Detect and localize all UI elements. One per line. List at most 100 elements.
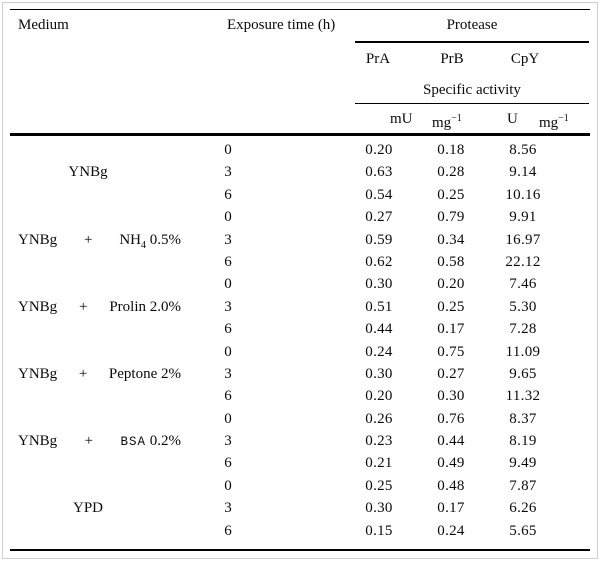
pra-activity-value: 0.30 [365, 365, 393, 382]
medium-label: YNBg [68, 164, 108, 181]
exposure-time-value: 6 [224, 522, 232, 539]
medium-additive-segment: Prolin 2.0% [109, 298, 181, 315]
prb-activity-value: 0.58 [437, 253, 465, 270]
table-top-rule [10, 9, 590, 11]
table-body: 0 0.20 0.18 8.56 YNBg 3 0.63 0.28 9.14 6… [0, 139, 600, 542]
medium-plus-sign: + [84, 231, 93, 248]
column-header-exposure-time: Exposure time (h) [227, 17, 336, 33]
medium-plus-sign: + [78, 365, 88, 382]
table-row: YNBg + Peptone 2% 3 0.30 0.27 9.65 [0, 363, 600, 385]
table-row: 0 0.26 0.76 8.37 [0, 408, 600, 430]
prb-activity-value: 0.17 [437, 321, 465, 338]
cpy-activity-value: 9.49 [509, 455, 537, 472]
pra-activity-value: 0.30 [365, 276, 393, 293]
table-row: YNBg + Prolin 2.0% 3 0.51 0.25 5.30 [0, 296, 600, 318]
table-row: 6 0.54 0.25 10.16 [0, 184, 600, 206]
cpy-activity-value: 8.37 [509, 410, 537, 427]
prb-activity-value: 0.18 [437, 142, 465, 158]
table-row: YNBg + BSA 0.2% 3 0.23 0.44 8.19 [0, 430, 600, 452]
prb-activity-value: 0.27 [437, 365, 465, 382]
exposure-time-value: 0 [224, 343, 232, 360]
medium-plus-sign: + [84, 433, 94, 450]
table-row: 6 0.44 0.17 7.28 [0, 318, 600, 340]
medium-additive-segment: 0.5% [146, 231, 181, 248]
medium-cell: YNBg + Peptone 2% [18, 363, 181, 385]
pra-activity-value: 0.63 [365, 164, 393, 181]
medium-base-label: YNBg [18, 365, 58, 382]
unit-mg-base: mg [432, 115, 452, 131]
medium-base-label: YNBg [18, 231, 58, 248]
cpy-activity-value: 6.26 [509, 500, 537, 517]
table-row: YPD 3 0.30 0.17 6.26 [0, 497, 600, 519]
pra-activity-value: 0.21 [365, 455, 393, 472]
unit-mg-exponent: −1 [558, 113, 569, 124]
exposure-time-value: 3 [224, 298, 232, 315]
prb-activity-value: 0.25 [437, 298, 465, 315]
medium-additive-segment: 4 [141, 239, 146, 251]
table-row: 0 0.24 0.75 11.09 [0, 341, 600, 363]
prb-activity-value: 0.76 [437, 410, 465, 427]
exposure-time-value: 0 [224, 276, 232, 293]
unit-per-mg-pra-prb: mg−1 [432, 111, 462, 131]
prb-activity-value: 0.79 [437, 209, 465, 226]
medium-base-label: YNBg [18, 433, 58, 450]
medium-additive-label: Peptone 2% [109, 363, 181, 385]
medium-additive-label: Prolin 2.0% [109, 296, 181, 318]
cpy-activity-value: 7.46 [509, 276, 537, 293]
exposure-time-value: 6 [224, 186, 232, 203]
pra-activity-value: 0.24 [365, 343, 393, 360]
medium-additive-label: NH4 0.5% [119, 229, 181, 257]
exposure-time-value: 3 [224, 231, 232, 248]
medium-cell: YNBg + NH4 0.5% [18, 229, 181, 251]
pra-activity-value: 0.23 [365, 433, 393, 450]
medium-additive-segment: BSA [120, 435, 146, 450]
cpy-activity-value: 8.19 [509, 433, 537, 450]
column-header-cpy: CpY [510, 51, 540, 67]
table-row: 0 0.20 0.18 8.56 [0, 139, 600, 161]
specific-activity-rule [355, 102, 589, 105]
column-header-pra: PrA [365, 51, 391, 67]
exposure-time-value: 6 [224, 253, 232, 270]
prb-activity-value: 0.49 [437, 455, 465, 472]
table-row: 0 0.30 0.20 7.46 [0, 273, 600, 295]
header-body-separator-rule [10, 133, 590, 136]
medium-additive-segment: NH [119, 231, 141, 248]
cpy-activity-value: 22.12 [505, 253, 541, 270]
table-row: YNBg 3 0.63 0.28 9.14 [0, 161, 600, 183]
medium-cell: YPD [18, 497, 158, 519]
exposure-time-value: 3 [224, 365, 232, 382]
unit-milliunits: mU [390, 111, 413, 127]
medium-cell: YNBg + BSA 0.2% [18, 430, 181, 452]
cpy-activity-value: 9.91 [509, 209, 537, 226]
pra-activity-value: 0.15 [365, 522, 393, 539]
pra-activity-value: 0.59 [365, 231, 393, 248]
exposure-time-value: 3 [224, 500, 232, 517]
unit-per-mg-cpy: mg−1 [539, 111, 569, 131]
pra-activity-value: 0.62 [365, 253, 393, 270]
table-row: 6 0.15 0.24 5.65 [0, 520, 600, 542]
cpy-activity-value: 5.65 [509, 522, 537, 539]
column-group-header-protease: Protease [446, 17, 498, 33]
table-row: 6 0.21 0.49 9.49 [0, 452, 600, 474]
pra-activity-value: 0.44 [365, 321, 393, 338]
prb-activity-value: 0.48 [437, 477, 465, 494]
medium-additive-segment: Peptone 2% [108, 365, 181, 382]
table-row: 6 0.62 0.58 22.12 [0, 251, 600, 273]
pra-activity-value: 0.30 [365, 500, 393, 517]
table-bottom-rule [10, 548, 590, 551]
cpy-activity-value: 9.65 [509, 365, 537, 382]
prb-activity-value: 0.30 [437, 388, 465, 405]
medium-additive-label: BSA 0.2% [120, 430, 181, 453]
pra-activity-value: 0.54 [365, 186, 393, 203]
prb-activity-value: 0.24 [437, 522, 465, 539]
unit-mg-base: mg [539, 115, 559, 131]
pra-activity-value: 0.20 [365, 142, 393, 158]
column-header-medium: Medium [18, 17, 69, 33]
exposure-time-value: 6 [224, 455, 232, 472]
exposure-time-value: 0 [224, 477, 232, 494]
protease-group-rule [355, 41, 589, 43]
medium-cell: YNBg + Prolin 2.0% [18, 296, 181, 318]
prb-activity-value: 0.75 [437, 343, 465, 360]
exposure-time-value: 3 [224, 433, 232, 450]
